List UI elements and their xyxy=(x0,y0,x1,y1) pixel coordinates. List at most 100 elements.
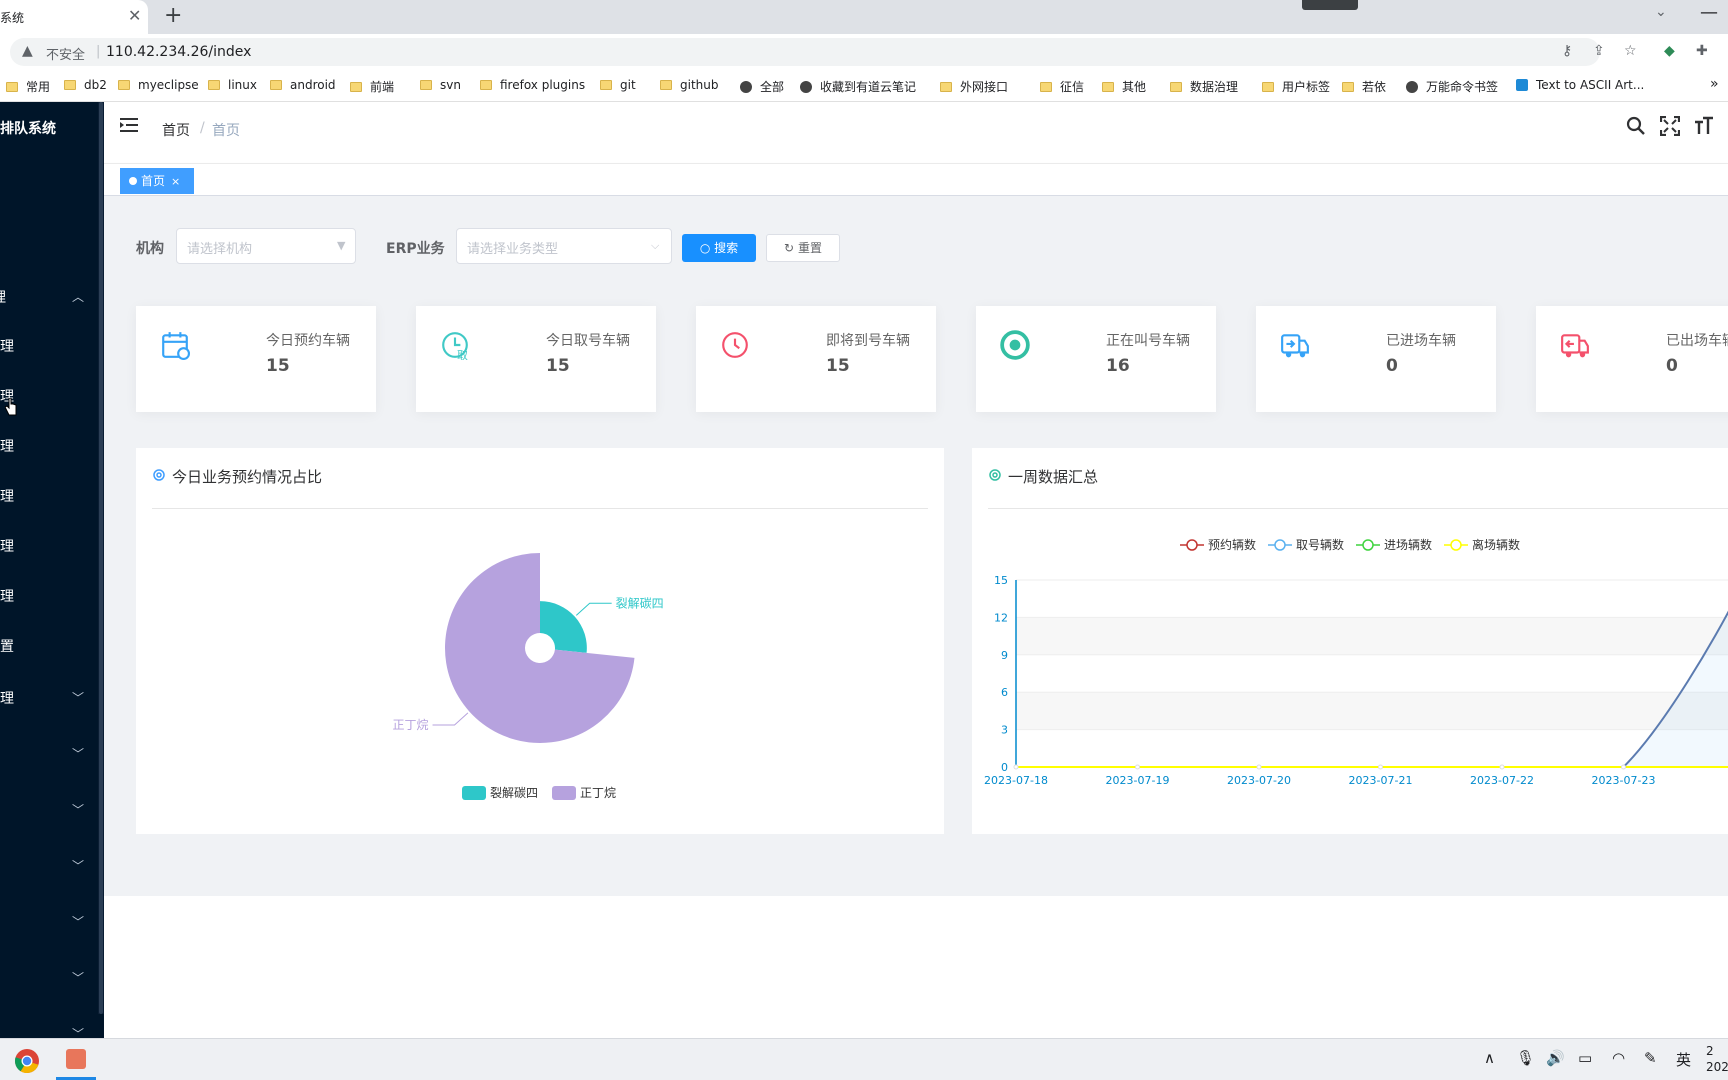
search-button[interactable]: ○ 搜索 xyxy=(682,234,756,262)
bookmark-item[interactable]: git xyxy=(600,78,636,92)
stat-card: 今日预约车辆 15 xyxy=(136,306,376,412)
volume-icon[interactable]: 🔊 xyxy=(1546,1049,1565,1067)
bookmark-item[interactable]: 万能命令书签 xyxy=(1406,78,1498,95)
bookmark-item[interactable]: linux xyxy=(208,78,257,92)
legend-swatch[interactable] xyxy=(462,786,486,800)
x-tick-label: 2023-07-21 xyxy=(1349,774,1413,787)
tag-close-icon[interactable]: × xyxy=(171,175,181,188)
bookmark-star-icon[interactable]: ☆ xyxy=(1624,43,1637,59)
legend-label[interactable]: 正丁烷 xyxy=(580,786,616,800)
gear-icon xyxy=(989,469,1001,481)
sidebar-item-label: 理 xyxy=(0,287,6,307)
puzzle-icon[interactable]: ✚ xyxy=(1696,43,1708,59)
bookmark-item[interactable]: 全部 xyxy=(740,78,784,95)
bookmark-item[interactable]: Text to ASCII Art... xyxy=(1516,78,1644,92)
reset-button[interactable]: ↻ 重置 xyxy=(766,234,840,262)
bookmark-item[interactable]: 其他 xyxy=(1102,78,1146,95)
address-url[interactable]: 110.42.234.26/index xyxy=(106,44,252,60)
series-line[interactable] xyxy=(1622,580,1728,768)
search-icon[interactable] xyxy=(1626,116,1646,136)
bookmark-label: 若依 xyxy=(1362,80,1387,94)
folder-icon xyxy=(600,80,612,90)
stat-card: 正在叫号车辆 16 xyxy=(976,306,1216,412)
tab-search-icon[interactable]: ⌄ xyxy=(1655,4,1667,20)
microphone-icon[interactable]: 🎙 xyxy=(1516,1049,1536,1067)
bookmarks-overflow-icon[interactable]: » xyxy=(1710,76,1719,92)
bookmark-item[interactable]: 数据治理 xyxy=(1170,78,1238,95)
folder-icon xyxy=(6,82,18,92)
ime-indicator[interactable]: 英 xyxy=(1676,1051,1692,1069)
legend-label[interactable]: 裂解碳四 xyxy=(490,786,538,800)
bookmark-item[interactable]: 外网接口 xyxy=(940,78,1008,95)
series-point[interactable] xyxy=(1621,764,1626,770)
legend-marker[interactable] xyxy=(1274,539,1286,551)
series-point[interactable] xyxy=(1256,764,1262,770)
screen-share-indicator xyxy=(1302,0,1358,10)
series-point[interactable] xyxy=(1378,764,1383,770)
series-point[interactable] xyxy=(1013,764,1019,770)
bookmark-item[interactable]: 用户标签 xyxy=(1262,78,1330,95)
legend-label[interactable]: 预约辆数 xyxy=(1208,537,1256,552)
bookmark-label: linux xyxy=(228,78,257,92)
series-point[interactable] xyxy=(1499,764,1505,770)
stat-card-value: 0 xyxy=(1666,356,1678,376)
bookmark-item[interactable]: 若依 xyxy=(1342,78,1386,95)
share-icon[interactable]: ⇪ xyxy=(1593,43,1605,59)
bookmark-item[interactable]: svn xyxy=(420,78,461,92)
org-select-placeholder: 请选择机构 xyxy=(187,242,253,257)
bookmark-item[interactable]: db2 xyxy=(64,78,107,92)
sidebar-item-label: 管理 xyxy=(0,339,14,355)
clock[interactable]: 2 202 xyxy=(1706,1043,1728,1075)
bookmark-item[interactable]: android xyxy=(270,78,336,92)
series-point[interactable] xyxy=(1135,764,1140,770)
wifi-icon[interactable]: ◠ xyxy=(1612,1049,1626,1067)
legend-swatch[interactable] xyxy=(552,786,576,800)
app-icon[interactable] xyxy=(66,1049,86,1069)
sidebar-scrollbar-thumb[interactable] xyxy=(99,102,103,1014)
security-status[interactable]: 不安全 xyxy=(46,48,86,63)
pie-slice[interactable] xyxy=(540,601,587,653)
extension-icon[interactable]: ◆ xyxy=(1664,43,1675,59)
bookmark-item[interactable]: 征信 xyxy=(1040,78,1084,95)
legend-marker[interactable] xyxy=(1450,539,1462,551)
stat-card-label: 已进场车辆 xyxy=(1386,333,1456,349)
close-tab-icon[interactable]: ✕ xyxy=(128,6,142,25)
bookmark-item[interactable]: github xyxy=(660,78,718,92)
bookmark-item[interactable]: myeclipse xyxy=(118,78,199,92)
omnibox[interactable]: ▲ 不安全 | 110.42.234.26/index ⚷ ⇪ xyxy=(10,38,1605,66)
minimize-icon[interactable]: — xyxy=(1700,2,1718,23)
legend-marker[interactable] xyxy=(1186,539,1198,551)
font-size-icon[interactable] xyxy=(1694,116,1714,136)
legend-label[interactable]: 离场辆数 xyxy=(1472,537,1520,552)
sidebar-item-label: 管理 xyxy=(0,539,14,555)
globe-icon xyxy=(740,81,752,93)
pen-icon[interactable]: ✎ xyxy=(1644,1049,1657,1067)
bookmark-item[interactable]: 收藏到有道云笔记 xyxy=(800,78,916,95)
new-tab-icon[interactable]: + xyxy=(164,3,183,28)
react-icon xyxy=(1516,79,1528,91)
bookmark-item[interactable]: 常用 xyxy=(6,78,50,95)
legend-label[interactable]: 取号辆数 xyxy=(1296,537,1344,552)
pie-slice[interactable] xyxy=(445,553,635,743)
history-icon xyxy=(722,332,748,358)
erp-select[interactable]: 请选择业务类型 ⌵ xyxy=(456,228,672,264)
bookmark-item[interactable]: 前端 xyxy=(350,78,394,95)
legend-marker[interactable] xyxy=(1362,539,1374,551)
hamburger-icon[interactable] xyxy=(120,118,138,132)
org-select[interactable]: 请选择机构 ▼ xyxy=(176,228,356,264)
bookmark-item[interactable]: firefox plugins xyxy=(480,78,585,92)
browser-tab[interactable]: 系统 ✕ xyxy=(0,0,148,34)
tag-home[interactable]: 首页 × xyxy=(120,168,194,194)
chrome-icon[interactable] xyxy=(14,1048,40,1074)
battery-icon[interactable]: ▭ xyxy=(1578,1049,1593,1067)
breadcrumb-home[interactable]: 首页 xyxy=(162,123,190,139)
legend-label[interactable]: 进场辆数 xyxy=(1384,537,1432,552)
sidebar-item-label: 管理 xyxy=(0,691,14,707)
key-icon[interactable]: ⚷ xyxy=(1562,43,1573,59)
active-dot-icon xyxy=(129,177,137,185)
chevron-up-icon[interactable]: ∧ xyxy=(1484,1049,1495,1067)
fullscreen-icon[interactable] xyxy=(1660,116,1680,136)
warning-icon[interactable]: ▲ xyxy=(22,43,33,59)
sidebar-item-label: 设置 xyxy=(0,639,14,655)
